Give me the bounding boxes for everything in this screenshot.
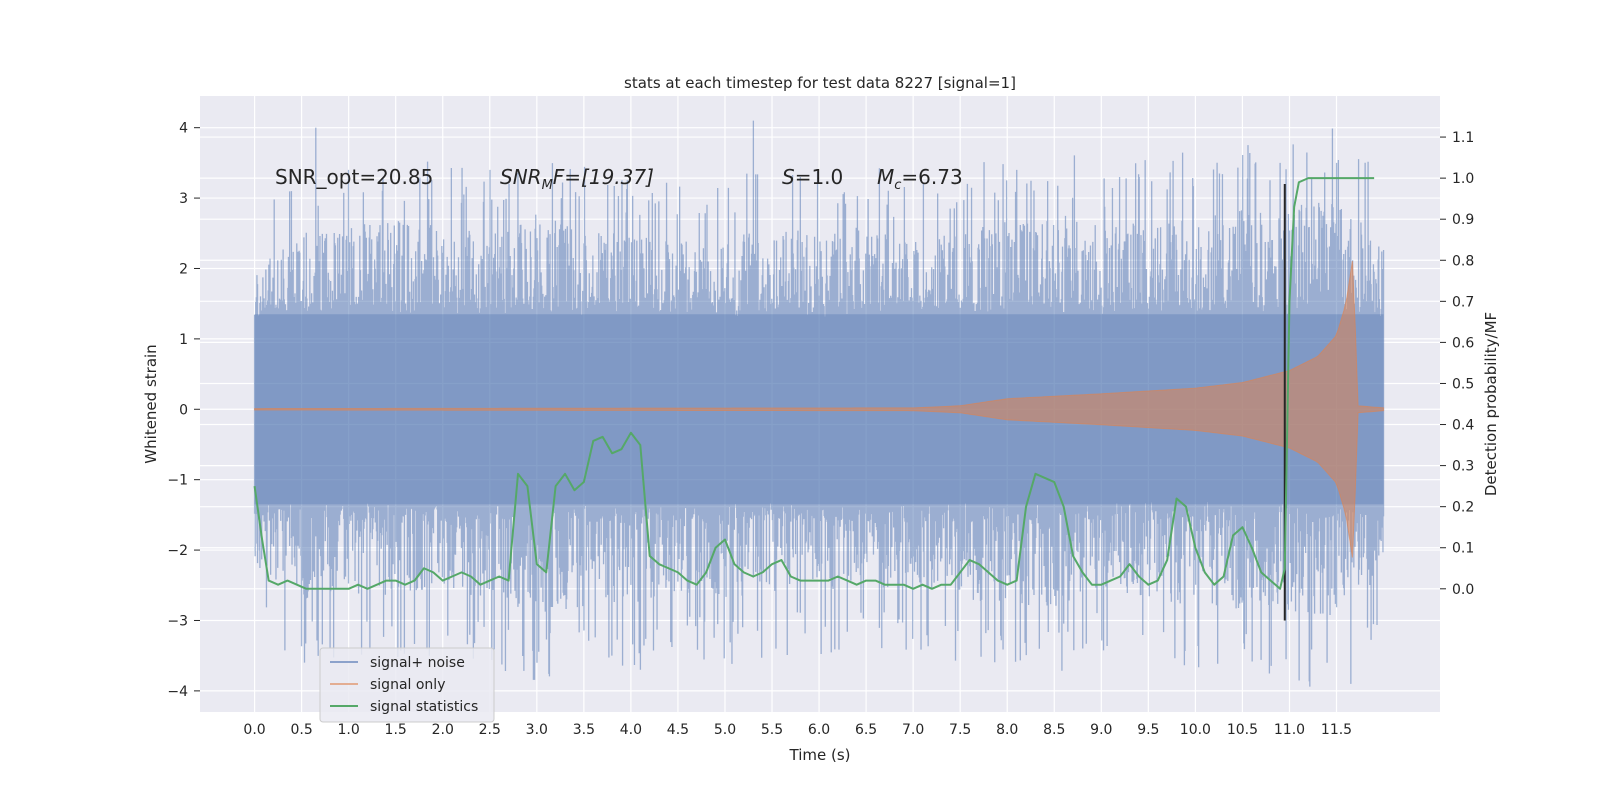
signal-statistics-line [253, 177, 1375, 590]
y-tick-label: −2 [167, 543, 188, 559]
series-signal-only [254, 260, 1385, 558]
annotation-s: S=1.0 [782, 165, 843, 189]
y2-tick-label: 0.9 [1452, 212, 1474, 228]
x-tick-label: 4.0 [620, 722, 642, 738]
y2-tick-label: 0.6 [1452, 335, 1474, 351]
y2-tick-label: 0.5 [1452, 376, 1474, 392]
x-tick-label: 10.0 [1180, 722, 1211, 738]
y-tick-label: 4 [179, 121, 188, 137]
chart-title: stats at each timestep for test data 822… [624, 74, 1016, 92]
x-tick-label: 5.5 [761, 722, 783, 738]
y2-axis-label: Detection probability/MF [1482, 312, 1500, 496]
annotation-snr-opt: SNR_opt=20.85 [275, 165, 433, 189]
y2-tick-label: 0.7 [1452, 294, 1474, 310]
annotation-mc: Mc=6.73 [877, 165, 963, 193]
x-tick-label: 9.5 [1137, 722, 1159, 738]
x-tick-label: 0.0 [243, 722, 265, 738]
signal-only-trace [254, 260, 1385, 558]
x-tick-label: 5.0 [714, 722, 736, 738]
y-axis-ticks: 4 3 2 1 0 −1 −2 −3 −4 [167, 121, 200, 700]
mc-value: =6.73 [901, 165, 962, 189]
mc-sub: c [894, 178, 901, 193]
legend: signal+ noise signal only signal statist… [319, 647, 495, 723]
y2-tick-label: 0.3 [1452, 459, 1474, 475]
x-tick-label: 4.5 [667, 722, 689, 738]
x-axis-ticks: 0.0 0.5 1.0 1.5 2.0 2.5 3.0 3.5 4.0 4.5 5.0 5.5 6.0 6… [243, 722, 1352, 738]
y-axis-label: Whitened strain [142, 344, 160, 463]
x-tick-label: 7.5 [949, 722, 971, 738]
y-tick-label: 1 [179, 332, 188, 348]
y-tick-label: −1 [167, 473, 188, 489]
x-tick-label: 2.5 [479, 722, 501, 738]
x-tick-label: 2.0 [432, 722, 454, 738]
y2-tick-label: 1.0 [1452, 171, 1474, 187]
y2-tick-label: 0.1 [1452, 541, 1474, 557]
x-tick-label: 0.5 [290, 722, 312, 738]
y2-tick-label: 0.0 [1452, 582, 1474, 598]
legend-label-signal-only: signal only [370, 677, 445, 693]
y-tick-label: −4 [167, 684, 188, 700]
snr-mf-rest: F=[19.37] [553, 165, 654, 189]
y-tick-label: −3 [167, 613, 188, 629]
legend-label-signal-noise: signal+ noise [370, 655, 465, 671]
y-tick-label: 2 [179, 261, 188, 277]
x-axis-label: Time (s) [789, 746, 851, 764]
x-tick-label: 10.5 [1227, 722, 1258, 738]
x-tick-label: 1.5 [385, 722, 407, 738]
x-tick-label: 11.0 [1274, 722, 1305, 738]
x-tick-label: 7.0 [902, 722, 924, 738]
x-tick-label: 11.5 [1321, 722, 1352, 738]
mc-base: M [877, 165, 894, 189]
x-tick-label: 1.0 [338, 722, 360, 738]
x-tick-label: 9.0 [1090, 722, 1112, 738]
series-signal-statistics [253, 177, 1375, 590]
x-tick-label: 8.0 [996, 722, 1018, 738]
snr-mf-sub: M [542, 178, 553, 193]
x-tick-label: 8.5 [1043, 722, 1065, 738]
y2-tick-label: 0.4 [1452, 418, 1474, 434]
legend-box [319, 647, 495, 723]
y-tick-label: 3 [179, 191, 188, 207]
y2-axis-ticks: 0.0 0.1 0.2 0.3 0.4 0.5 0.6 0.7 0.8 0.9 1.0 1.1 [1440, 130, 1474, 598]
x-tick-label: 3.0 [526, 722, 548, 738]
s-symbol: S [782, 165, 795, 189]
legend-label-signal-statistics: signal statistics [370, 699, 478, 715]
x-tick-label: 6.5 [855, 722, 877, 738]
x-tick-label: 3.5 [573, 722, 595, 738]
y2-tick-label: 1.1 [1452, 130, 1474, 146]
y2-tick-label: 0.2 [1452, 500, 1474, 516]
s-value: =1.0 [795, 165, 844, 189]
snr-mf-base: SNR [500, 165, 542, 189]
y2-tick-label: 0.8 [1452, 253, 1474, 269]
annotation-snr-mf: SNRMF=[19.37] [500, 165, 654, 193]
y-tick-label: 0 [179, 402, 188, 418]
x-tick-label: 6.0 [808, 722, 830, 738]
